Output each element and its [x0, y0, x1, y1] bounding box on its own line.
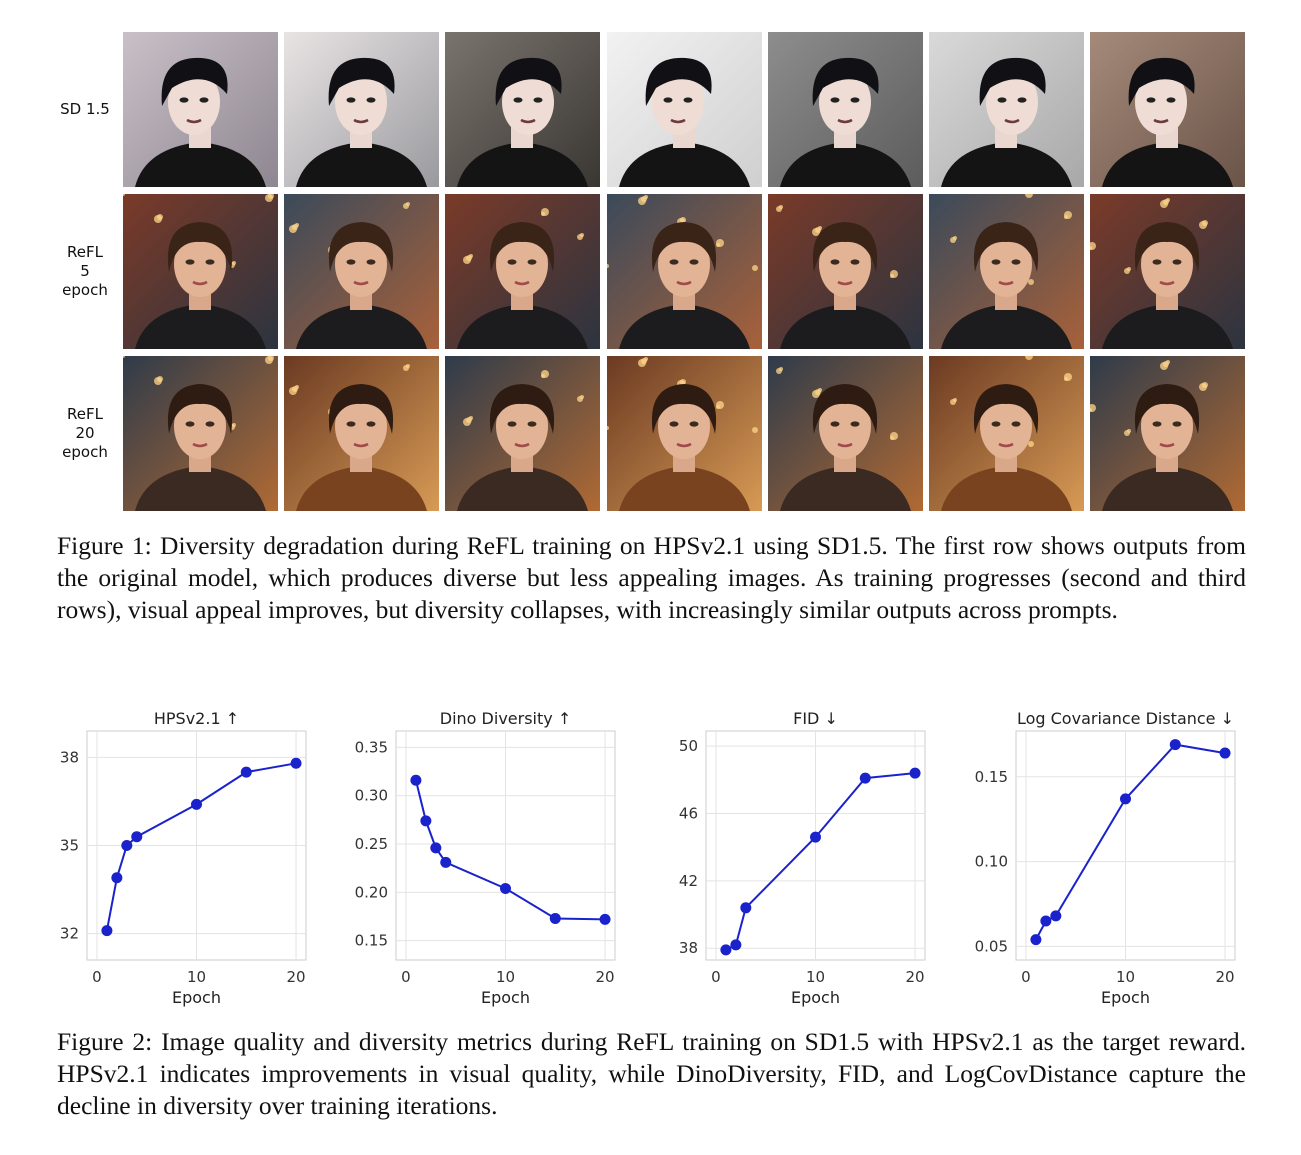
- portrait-image: [445, 356, 601, 511]
- portrait-image: [767, 32, 923, 187]
- row-label-line: epoch: [62, 442, 108, 461]
- portrait-image: [445, 194, 601, 349]
- row-label-line: SD 1.5: [60, 99, 110, 118]
- data-point: [549, 912, 561, 924]
- data-point: [1219, 747, 1231, 759]
- data-point: [131, 831, 143, 843]
- data-point: [859, 772, 871, 784]
- y-tick-label: 0.15: [355, 932, 388, 950]
- y-tick-label: 0.20: [355, 883, 388, 901]
- y-tick-label: 32: [60, 925, 79, 943]
- x-tick-label: 10: [496, 968, 515, 986]
- portrait-image: [123, 194, 278, 349]
- y-tick-label: 38: [679, 939, 698, 957]
- chart-1: 0 10 20 32 35 38 HPSv2.1 ↑ Epoch: [60, 709, 307, 1007]
- data-point: [111, 872, 123, 884]
- x-tick-label: 0: [401, 968, 411, 986]
- y-tick-label: 0.25: [355, 835, 388, 853]
- chart-title: HPSv2.1 ↑: [154, 709, 239, 728]
- data-point: [191, 798, 202, 810]
- metrics-charts: 0 10 20 32 35 38 HPSv2.1 ↑ Epoch 0 10 20 0.15 0.20 0.…: [60, 709, 1236, 1007]
- data-point: [1040, 915, 1052, 927]
- x-tick-label: 0: [1021, 968, 1031, 986]
- portrait-image: [767, 356, 923, 511]
- chart-title: FID ↓: [793, 709, 838, 728]
- row-label-3: ReFL 20 epoch: [50, 405, 120, 462]
- data-point: [500, 882, 511, 894]
- data-point: [410, 774, 422, 786]
- chart-4: 0 10 20 0.05 0.10 0.15 Log Covariance Distance…: [975, 709, 1236, 1007]
- x-tick-label: 10: [806, 968, 825, 986]
- data-point: [740, 902, 752, 914]
- row-label-line: ReFL: [67, 404, 103, 423]
- x-axis-label: Epoch: [172, 988, 221, 1007]
- portrait-image: [606, 32, 762, 187]
- chart-3: 0 10 20 38 42 46 50 FID ↓ Epoch: [679, 709, 926, 1007]
- data-point: [101, 925, 113, 937]
- y-tick-label: 46: [679, 805, 698, 823]
- x-tick-label: 10: [187, 968, 206, 986]
- row-label-line: ReFL: [67, 242, 103, 261]
- row-label-line: epoch: [62, 280, 108, 299]
- portrait-image: [929, 32, 1084, 187]
- x-tick-label: 10: [1116, 968, 1135, 986]
- data-point: [1120, 793, 1131, 805]
- x-tick-label: 20: [286, 968, 305, 986]
- portrait-image: [284, 194, 440, 349]
- data-point: [599, 913, 611, 925]
- data-point: [810, 831, 821, 843]
- chart-title: Log Covariance Distance ↓: [1017, 709, 1234, 728]
- x-axis-label: Epoch: [1101, 988, 1150, 1007]
- x-tick-label: 20: [905, 968, 924, 986]
- data-point: [720, 944, 732, 956]
- data-point: [730, 939, 742, 951]
- data-point: [440, 856, 452, 868]
- portrait-image: [123, 356, 278, 511]
- portrait-image: [606, 194, 762, 349]
- y-tick-label: 0.30: [355, 787, 388, 805]
- data-point: [1050, 910, 1062, 922]
- y-tick-label: 50: [679, 737, 698, 755]
- portrait-image: [767, 194, 923, 349]
- data-point: [240, 766, 252, 778]
- chart-title: Dino Diversity ↑: [440, 709, 571, 728]
- y-tick-label: 0.10: [975, 853, 1008, 871]
- row-label-line: 20: [75, 423, 95, 442]
- x-tick-label: 0: [711, 968, 721, 986]
- row-label-1: SD 1.5: [50, 100, 120, 119]
- data-point: [430, 842, 442, 854]
- portrait-image: [445, 32, 601, 187]
- portrait-image: [929, 194, 1084, 349]
- figure2-caption: Figure 2: Image quality and diversity me…: [57, 1027, 1246, 1120]
- portrait-image: [284, 356, 440, 511]
- y-tick-label: 38: [60, 748, 79, 766]
- x-tick-label: 20: [1215, 968, 1234, 986]
- data-point: [290, 757, 302, 769]
- portrait-image: [929, 356, 1084, 511]
- portrait-image: [1090, 194, 1246, 349]
- data-point: [121, 840, 133, 851]
- x-axis-label: Epoch: [791, 988, 840, 1007]
- portrait-image: [606, 356, 762, 511]
- row-label-2: ReFL 5 epoch: [50, 243, 120, 300]
- chart-2: 0 10 20 0.15 0.20 0.25 0.30 0.35 Dino Diversity …: [355, 709, 616, 1007]
- data-point: [1169, 739, 1181, 751]
- y-tick-label: 0.35: [355, 738, 388, 756]
- x-axis-label: Epoch: [481, 988, 530, 1007]
- data-point: [420, 815, 432, 827]
- data-point: [1030, 934, 1042, 946]
- y-tick-label: 0.05: [975, 937, 1008, 955]
- x-tick-label: 20: [595, 968, 614, 986]
- data-point: [909, 767, 921, 779]
- y-tick-label: 0.15: [975, 768, 1008, 786]
- portrait-image: [1090, 32, 1246, 187]
- figure1-caption: Figure 1: Diversity degradation during R…: [57, 531, 1246, 624]
- y-tick-label: 35: [60, 837, 79, 855]
- y-tick-label: 42: [679, 872, 698, 890]
- portrait-image: [123, 32, 278, 187]
- x-tick-label: 0: [92, 968, 102, 986]
- portrait-image: [284, 32, 440, 187]
- portrait-image: [1090, 356, 1246, 511]
- row-label-line: 5: [80, 261, 90, 280]
